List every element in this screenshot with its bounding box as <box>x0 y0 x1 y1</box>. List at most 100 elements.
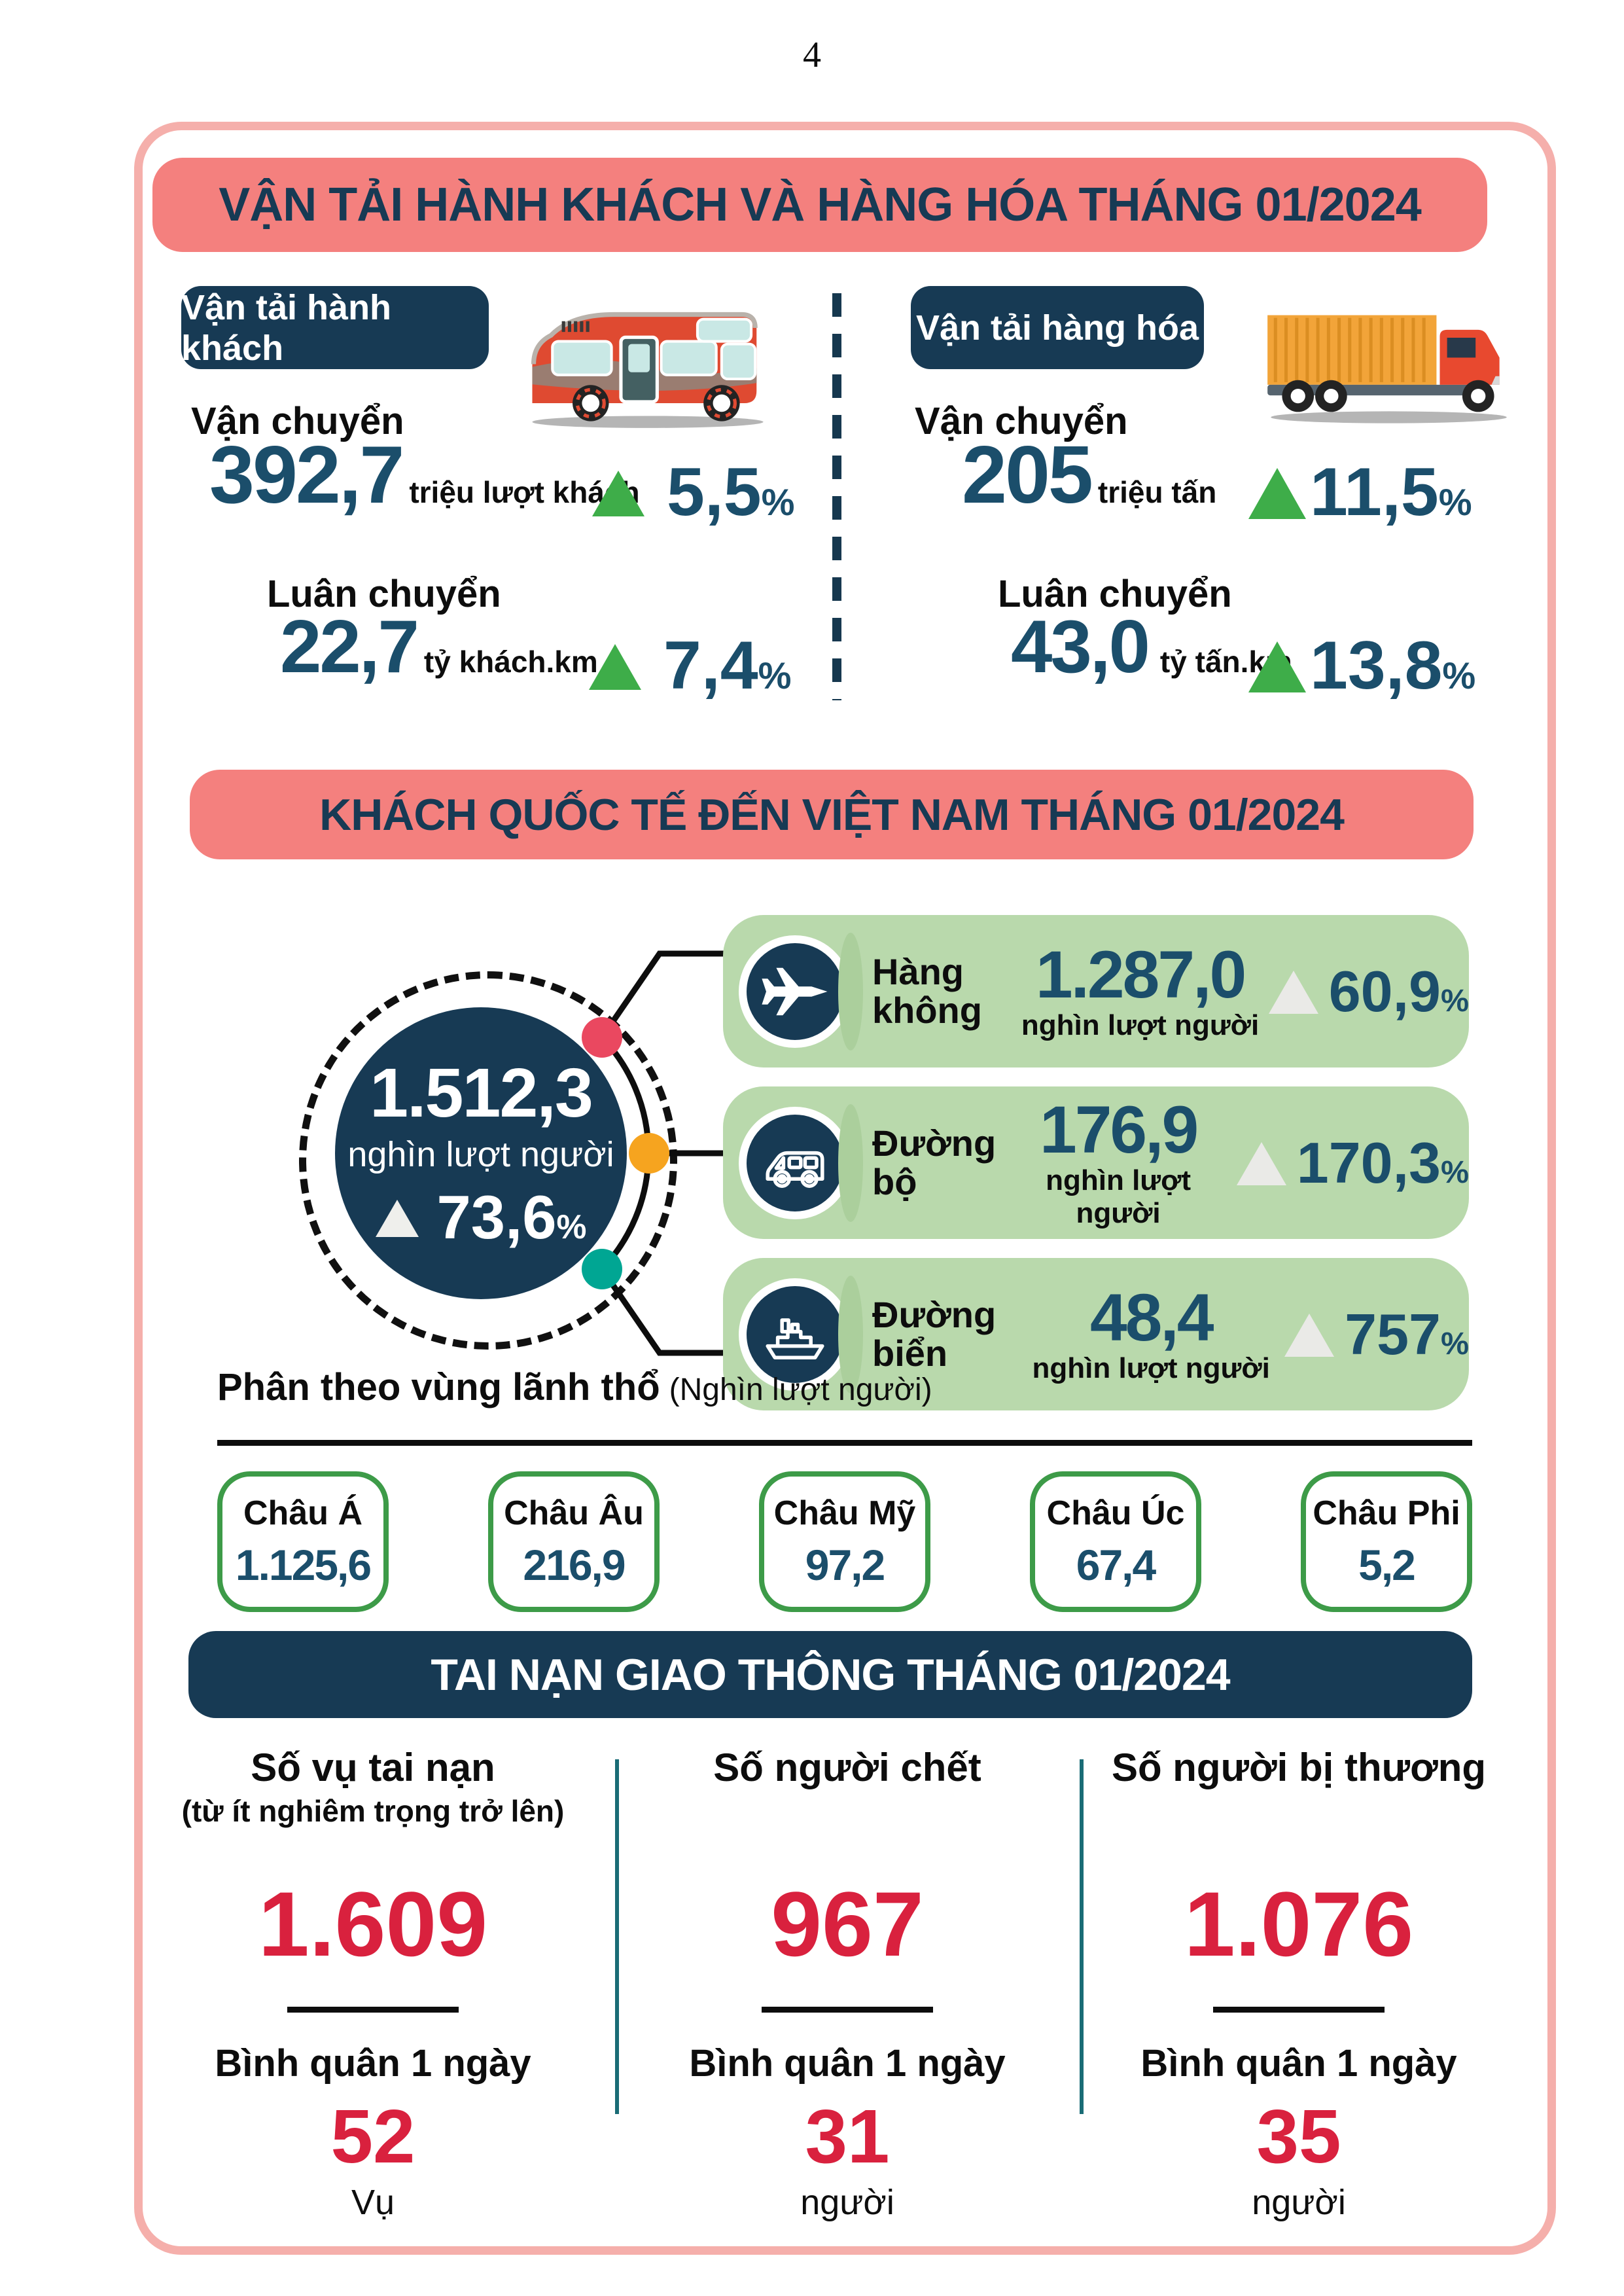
red-dot-icon <box>582 1017 622 1058</box>
pill-leaf-decor <box>838 1103 863 1222</box>
truck-illustration <box>1260 300 1518 429</box>
visitors-section-title: KHÁCH QUỐC TẾ ĐẾN VIỆT NAM THÁNG 01/2024 <box>319 789 1345 840</box>
mode-road-value: 176,9 <box>1039 1092 1199 1167</box>
total-visitors-change: 73,6% <box>375 1187 586 1248</box>
accidents-col-deaths: Số người chết 967 Bình quân 1 ngày 31 ng… <box>628 1746 1067 2223</box>
freight-carried-row: 205 triệu tấn <box>962 435 1216 516</box>
mode-air-value: 1.287,0 <box>1035 937 1246 1012</box>
accidents-divider-1 <box>615 1759 619 2114</box>
total-visitors-value: 1.512,3 <box>370 1054 593 1132</box>
passenger-rotated-heading: Luân chuyển <box>267 573 501 615</box>
pill-leaf-decor <box>838 1275 863 1393</box>
regions-rule <box>217 1440 1472 1446</box>
region-box-america: Châu Mỹ 97,2 <box>759 1471 930 1612</box>
deaths-rule <box>762 2007 933 2013</box>
teal-dot-icon <box>582 1249 622 1289</box>
deaths-total: 967 <box>771 1873 924 1975</box>
mode-road-pill: Đường bộ 176,9 nghìn lượt người 170,3% <box>723 1086 1469 1239</box>
total-visitors-circle: 1.512,3 nghìn lượt người 73,6% <box>335 1007 627 1299</box>
freight-rotated-value: 43,0 <box>1011 605 1150 689</box>
passenger-carried-change: 5,5% <box>592 458 794 526</box>
freight-carried-value: 205 <box>962 430 1093 520</box>
passenger-carried-row: 392,7 triệu lượt khách <box>209 435 640 516</box>
region-box-asia: Châu Á 1.125,6 <box>217 1471 389 1612</box>
up-arrow-icon <box>589 642 641 690</box>
mode-road-change: 170,3% <box>1296 1130 1469 1195</box>
cases-rule <box>287 2007 459 2013</box>
column-divider-dashed <box>832 293 841 700</box>
mode-sea-value: 48,4 <box>1089 1280 1214 1355</box>
region-box-europe: Châu Âu 216,9 <box>488 1471 660 1612</box>
bus-icon <box>531 312 764 428</box>
mode-road-unit: nghìn lượt người <box>1046 1164 1192 1229</box>
passenger-carried-heading: Vận chuyển <box>191 400 404 442</box>
passenger-carried-value: 392,7 <box>209 430 404 520</box>
van-icon <box>766 1151 824 1188</box>
accidents-section-title: TAI NẠN GIAO THÔNG THÁNG 01/2024 <box>431 1649 1230 1700</box>
region-box-africa: Châu Phi 5,2 <box>1301 1471 1472 1612</box>
injured-avg-unit: người <box>1252 2183 1346 2222</box>
up-arrow-icon <box>1236 1140 1286 1185</box>
transport-section-banner: VẬN TẢI HÀNH KHÁCH VÀ HÀNG HÓA THÁNG 01/… <box>152 158 1487 252</box>
up-arrow-icon <box>375 1198 419 1237</box>
truck-icon <box>1267 315 1507 423</box>
up-arrow-icon <box>1248 466 1306 519</box>
pill-leaf-decor <box>838 932 863 1050</box>
regions-heading: Phân theo vùng lãnh thổ (Nghìn lượt ngườ… <box>217 1366 932 1408</box>
cases-avg-unit: Vụ <box>351 2183 395 2222</box>
passenger-rotated-unit: tỷ khách.km <box>423 645 598 679</box>
cases-total: 1.609 <box>258 1873 488 1975</box>
freight-rotated-heading: Luân chuyển <box>998 573 1232 615</box>
freight-rotated-change: 13,8% <box>1248 632 1475 700</box>
page-number: 4 <box>803 35 821 75</box>
mode-air-unit: nghìn lượt người <box>1021 1009 1260 1041</box>
cases-heading: Số vụ tai nạn <box>251 1746 495 1789</box>
total-visitors-unit: nghìn lượt người <box>347 1135 614 1174</box>
accidents-col-injured: Số người bị thương 1.076 Bình quân 1 ngà… <box>1083 1746 1515 2223</box>
mode-road-label: Đường bộ <box>872 1122 997 1202</box>
page-frame <box>134 122 1556 2255</box>
ship-icon <box>766 1318 824 1359</box>
deaths-avg-unit: người <box>800 2183 894 2222</box>
air-icon-circle <box>739 935 851 1048</box>
mode-air-change: 60,9% <box>1328 958 1469 1024</box>
total-visitors-dashed-ring <box>299 971 677 1350</box>
plane-icon <box>762 967 828 1015</box>
injured-heading: Số người bị thương <box>1111 1746 1487 1789</box>
passenger-rotated-value: 22,7 <box>280 605 419 689</box>
region-box-oceania: Châu Úc 67,4 <box>1030 1471 1201 1612</box>
freight-transport-label: Vận tải hàng hóa <box>911 286 1204 369</box>
up-arrow-icon <box>1248 639 1306 692</box>
mode-sea-unit: nghìn lượt người <box>1032 1352 1270 1384</box>
mode-air-label: Hàng không <box>872 951 982 1031</box>
accidents-col-cases: Số vụ tai nạn (từ ít nghiêm trọng trở lê… <box>150 1746 595 2223</box>
passenger-transport-label: Vận tải hành khách <box>181 286 489 369</box>
mode-air-pill: Hàng không 1.287,0 nghìn lượt người 60,9… <box>723 915 1469 1067</box>
connector-lines <box>582 950 733 1356</box>
up-arrow-icon <box>1268 969 1318 1014</box>
passenger-rotated-row: 22,7 tỷ khách.km <box>280 610 598 685</box>
visitors-section-banner: KHÁCH QUỐC TẾ ĐẾN VIỆT NAM THÁNG 01/2024 <box>190 770 1474 859</box>
injured-avg-value: 35 <box>1256 2094 1341 2179</box>
cases-avg-value: 52 <box>330 2094 415 2179</box>
bus-illustration <box>520 302 775 430</box>
deaths-heading: Số người chết <box>713 1746 981 1789</box>
cases-avg-label: Bình quân 1 ngày <box>215 2042 531 2085</box>
deaths-avg-label: Bình quân 1 ngày <box>689 2042 1006 2085</box>
injured-rule <box>1213 2007 1385 2013</box>
up-arrow-icon <box>1284 1312 1335 1357</box>
injured-total: 1.076 <box>1184 1873 1414 1975</box>
passenger-rotated-change: 7,4% <box>589 632 791 700</box>
orange-dot-icon <box>629 1133 669 1174</box>
up-arrow-icon <box>592 469 644 516</box>
accidents-section-banner: TAI NẠN GIAO THÔNG THÁNG 01/2024 <box>188 1631 1472 1718</box>
freight-carried-heading: Vận chuyển <box>915 400 1128 442</box>
accidents-divider-2 <box>1080 1759 1084 2114</box>
mode-sea-pill: Đường biển 48,4 nghìn lượt người 757% <box>723 1258 1469 1410</box>
deaths-avg-value: 31 <box>805 2094 890 2179</box>
freight-carried-change: 11,5% <box>1248 458 1472 526</box>
road-icon-circle <box>739 1106 851 1219</box>
regions-row: Châu Á 1.125,6 Châu Âu 216,9 Châu Mỹ 97,… <box>217 1471 1472 1612</box>
transport-section-title: VẬN TẢI HÀNH KHÁCH VÀ HÀNG HÓA THÁNG 01/… <box>219 179 1422 231</box>
